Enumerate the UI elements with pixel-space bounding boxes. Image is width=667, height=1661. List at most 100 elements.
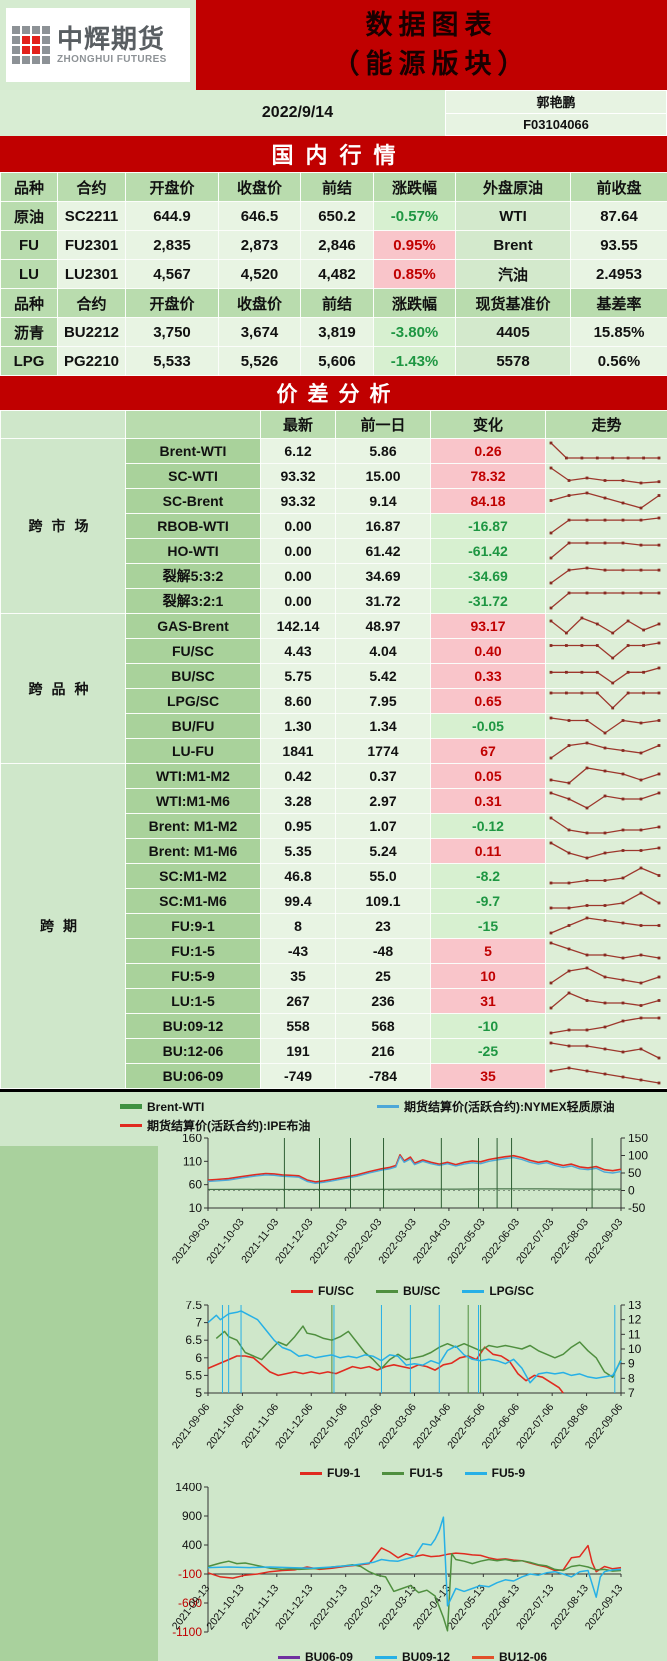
latest-value-cell: 0.00 xyxy=(260,588,336,614)
trend-sparkline xyxy=(549,591,661,610)
trend-cell xyxy=(545,713,667,739)
trend-sparkline xyxy=(549,891,661,910)
trend-cell xyxy=(545,863,667,889)
change-value-cell: -31.72 xyxy=(430,588,546,614)
spread-data-row: WTI:M1-M6 3.28 2.97 0.31 xyxy=(1,788,667,814)
y-axis-label: 5 xyxy=(195,1386,202,1400)
prev-value-cell: 31.72 xyxy=(335,588,431,614)
trend-cell xyxy=(545,1063,667,1089)
legend-swatch xyxy=(277,1655,300,1659)
legend-item: FU5-9 xyxy=(464,1466,525,1480)
trend-cell xyxy=(545,988,667,1014)
logo-company-name-en: ZHONGHUI FUTURES xyxy=(57,53,167,65)
column-header: 收盘价 xyxy=(218,288,301,318)
spread-name-cell: FU:9-1 xyxy=(125,913,261,939)
spread-data-row: 裂解5:3:2 0.00 34.69 -34.69 xyxy=(1,563,667,589)
contract-cell: PG2210 xyxy=(57,346,126,376)
close-price-cell: 5,526 xyxy=(218,346,301,376)
change-value-cell: -16.87 xyxy=(430,513,546,539)
trend-cell xyxy=(545,563,667,589)
series-line-FU1-5 xyxy=(207,1552,622,1632)
latest-value-cell: -749 xyxy=(260,1063,336,1089)
prev-value-cell: 61.42 xyxy=(335,538,431,564)
spread-data-row: LU-FU 1841 1774 67 xyxy=(1,738,667,764)
chart-legend: FU9-1 FU1-5 FU5-9 xyxy=(158,1463,667,1483)
prev-value-cell: 7.95 xyxy=(335,688,431,714)
y-axis-label: 5.5 xyxy=(185,1368,202,1382)
external-value-cell: 93.55 xyxy=(570,230,667,260)
change-value-cell: 84.18 xyxy=(430,488,546,514)
trend-cell xyxy=(545,688,667,714)
column-header: 涨跌幅 xyxy=(373,288,456,318)
prev-settle-cell: 3,819 xyxy=(300,317,374,347)
y-axis-label: 110 xyxy=(183,1154,202,1168)
author-license-id: F03104066 xyxy=(445,112,667,136)
trend-cell xyxy=(545,438,667,464)
close-price-cell: 2,873 xyxy=(218,230,301,260)
spread-name-cell: LU-FU xyxy=(125,738,261,764)
trend-sparkline xyxy=(549,991,661,1010)
spread-data-row: FU:9-1 8 23 -15 xyxy=(1,913,667,939)
info-row: 2022/9/14 郭艳鹏 F03104066 xyxy=(0,90,667,136)
change-value-cell: 93.17 xyxy=(430,613,546,639)
spread-data-row: 跨市场 Brent-WTI 6.12 5.86 0.26 xyxy=(0,438,667,614)
spread-data-row: 跨期 WTI:M1-M2 0.42 0.37 0.05 xyxy=(0,763,667,1089)
spread-group-label: 跨市场 xyxy=(0,438,126,614)
legend-label: LPG/SC xyxy=(489,1284,534,1298)
external-value-cell: 2.4953 xyxy=(570,259,667,289)
chart-legend: BU06-09 BU09-12 BU12-06 xyxy=(158,1647,667,1661)
latest-value-cell: 93.32 xyxy=(260,463,336,489)
latest-value-cell: 6.12 xyxy=(260,438,336,464)
change-value-cell: 10 xyxy=(430,963,546,989)
spread-group-label: 跨期 xyxy=(0,763,126,1089)
trend-sparkline xyxy=(549,1066,661,1085)
column-header: 品种 xyxy=(0,288,58,318)
legend-item: 期货结算价(活跃合约):NYMEX轻质原油 xyxy=(377,1098,615,1115)
latest-value-cell: 0.42 xyxy=(260,763,336,789)
spread-name-cell: Brent-WTI xyxy=(125,438,261,464)
prev-value-cell: 16.87 xyxy=(335,513,431,539)
charts-left-strip xyxy=(0,1146,158,1661)
change-value-cell: -9.7 xyxy=(430,888,546,914)
trend-sparkline xyxy=(549,616,661,635)
spread-name-cell: GAS-Brent xyxy=(125,613,261,639)
change-value-cell: 0.05 xyxy=(430,763,546,789)
chart-ratio-plot: 7.576.565.55131211109872021-09-062021-10… xyxy=(170,1301,642,1451)
trend-sparkline xyxy=(549,841,661,860)
legend-item: Brent-WTI xyxy=(120,1100,355,1114)
spread-name-cell: SC-Brent xyxy=(125,488,261,514)
prev-settle-cell: 5,606 xyxy=(300,346,374,376)
chart-crude-oil-plot: 1601106010150100500-502021-09-032021-10-… xyxy=(170,1134,649,1266)
logo-square xyxy=(42,26,50,34)
spread-name-cell: 裂解5:3:2 xyxy=(125,563,261,589)
legend-swatch xyxy=(299,1471,322,1475)
logo-square xyxy=(12,36,20,44)
legend-item: BU09-12 xyxy=(374,1650,450,1661)
report-title: 数据图表 （能源版块） xyxy=(196,0,667,90)
external-name-cell: 汽油 xyxy=(455,259,571,289)
trend-header: 走势 xyxy=(545,410,667,439)
legend-swatch xyxy=(120,1124,142,1127)
spread-header-row: 最新 前一日 变化 走势 xyxy=(0,410,667,439)
prev-value-cell: -48 xyxy=(335,938,431,964)
trend-cell xyxy=(545,463,667,489)
y-axis-label: -50 xyxy=(628,1201,646,1215)
prev-value-cell: 5.24 xyxy=(335,838,431,864)
y-axis-label: 7 xyxy=(628,1386,635,1400)
author-box: 郭艳鹏 F03104066 xyxy=(445,90,667,136)
latest-value-cell: 558 xyxy=(260,1013,336,1039)
legend-label: BU06-09 xyxy=(304,1650,353,1661)
trend-sparkline xyxy=(549,966,661,985)
section-divider xyxy=(0,1089,667,1092)
product-cell: FU xyxy=(0,230,58,260)
legend-swatch xyxy=(464,1471,487,1475)
change-pct-cell: 0.95% xyxy=(373,230,456,260)
latest-value-cell: 1.30 xyxy=(260,713,336,739)
change-pct-cell: -1.43% xyxy=(373,346,456,376)
trend-sparkline xyxy=(549,791,661,810)
legend-label: 期货结算价(活跃合约):NYMEX轻质原油 xyxy=(404,1100,615,1114)
y-axis-label: 50 xyxy=(628,1166,642,1180)
trend-cell xyxy=(545,913,667,939)
domestic-data-row: LU LU2301 4,567 4,520 4,482 0.85% 汽油 2.4953 xyxy=(0,259,667,289)
prev-value-cell: 109.1 xyxy=(335,888,431,914)
